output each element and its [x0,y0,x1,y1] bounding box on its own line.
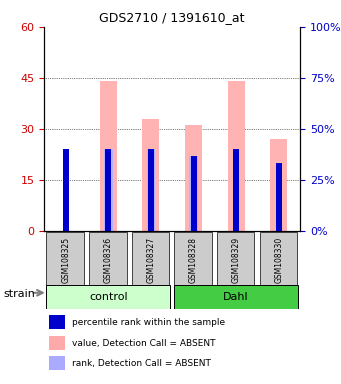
Bar [105,149,111,154]
Text: GSM108326: GSM108326 [104,237,113,283]
Text: percentile rank within the sample: percentile rank within the sample [73,318,226,327]
Title: GDS2710 / 1391610_at: GDS2710 / 1391610_at [100,11,245,24]
Bar [148,149,154,231]
FancyBboxPatch shape [89,232,127,288]
FancyBboxPatch shape [132,232,169,288]
Text: value, Detection Call = ABSENT: value, Detection Call = ABSENT [73,339,216,348]
Bar [233,149,239,154]
Bar [191,156,196,231]
Text: GSM108328: GSM108328 [189,237,198,283]
Text: count: count [73,298,98,306]
FancyBboxPatch shape [174,285,298,309]
Bar [233,156,239,231]
Bar [49,336,65,350]
FancyBboxPatch shape [46,232,84,288]
Text: GSM108325: GSM108325 [61,237,70,283]
Bar [228,81,245,231]
FancyBboxPatch shape [217,232,254,288]
FancyBboxPatch shape [46,285,170,309]
Text: GSM108327: GSM108327 [146,237,155,283]
Text: control: control [89,291,128,302]
Bar [105,149,111,231]
Bar [276,170,282,231]
Bar [233,149,239,231]
Bar [63,149,69,154]
Bar [189,156,198,231]
Text: GSM108330: GSM108330 [274,237,283,283]
Bar [100,81,117,231]
Bar [191,156,196,161]
Bar [49,356,65,370]
Bar [147,149,155,231]
Text: strain: strain [3,289,35,299]
Bar [104,149,113,231]
Bar [276,163,282,168]
Bar [270,139,287,231]
Bar [63,149,69,231]
Text: rank, Detection Call = ABSENT: rank, Detection Call = ABSENT [73,359,211,368]
Bar [148,149,154,154]
Text: Dahl: Dahl [223,291,249,302]
Text: GSM108329: GSM108329 [232,237,241,283]
Bar [276,163,282,231]
Bar [143,119,160,231]
Bar [49,295,65,309]
FancyBboxPatch shape [174,232,212,288]
Bar [185,126,202,231]
FancyBboxPatch shape [260,232,297,288]
Bar [49,315,65,329]
Bar [63,156,69,231]
